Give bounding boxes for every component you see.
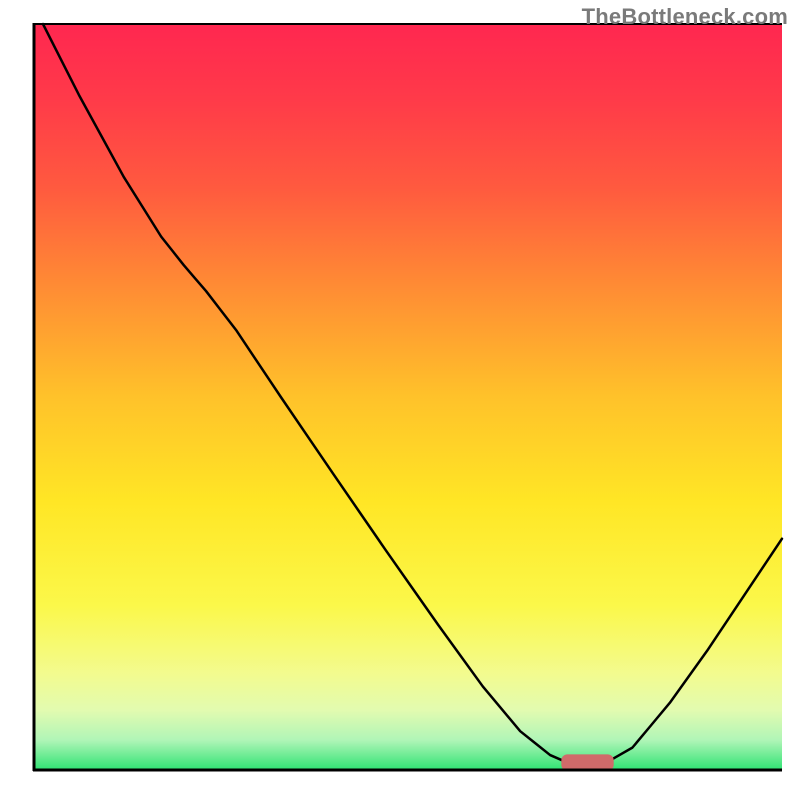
chart-container: { "watermark": { "text": "TheBottleneck.… <box>0 0 800 800</box>
chart-background <box>34 24 782 770</box>
bottleneck-chart <box>0 0 800 800</box>
optimal-marker <box>561 754 613 770</box>
